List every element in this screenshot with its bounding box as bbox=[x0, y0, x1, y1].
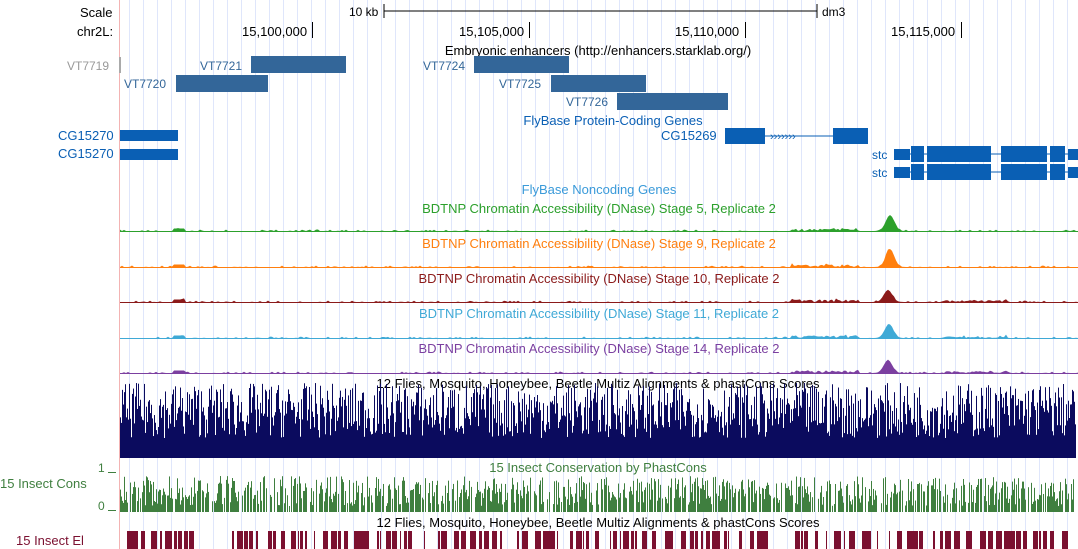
insect-cons-track[interactable]: 15 Insect Conservation by PhastCons 15 I… bbox=[0, 460, 1074, 513]
enhancers-track[interactable]: Embryonic enhancers (http://enhancers.st… bbox=[67, 43, 751, 110]
track-title: BDTNP Chromatin Accessibility (DNase) St… bbox=[419, 306, 779, 321]
dnase-signal bbox=[120, 324, 1078, 338]
insect-cons-signal bbox=[120, 476, 1074, 512]
dnase-stage5-track[interactable]: BDTNP Chromatin Accessibility (DNase) St… bbox=[120, 201, 1078, 232]
dnase-signal bbox=[120, 289, 1078, 302]
ruler-tick-label: 15,100,000 bbox=[242, 24, 307, 39]
insect-el-side-label: 15 Insect El bbox=[16, 533, 84, 548]
enhancer-label-vt7724: VT7724 bbox=[423, 59, 465, 73]
dnase-stage9-track[interactable]: BDTNP Chromatin Accessibility (DNase) St… bbox=[120, 236, 1078, 268]
enhancer-label-vt7720: VT7720 bbox=[124, 77, 166, 91]
track-title: BDTNP Chromatin Accessibility (DNase) St… bbox=[418, 271, 779, 286]
track-title: BDTNP Chromatin Accessibility (DNase) St… bbox=[422, 236, 776, 251]
dnase-stage14-track[interactable]: BDTNP Chromatin Accessibility (DNase) St… bbox=[120, 341, 1078, 374]
enhancer-vt7726[interactable] bbox=[617, 93, 728, 110]
chrom-label: chr2L: bbox=[77, 24, 113, 39]
ruler-tick-label: 15,105,000 bbox=[459, 24, 524, 39]
enhancer-label-vt7726: VT7726 bbox=[566, 95, 608, 109]
scale-bar-label: 10 kb bbox=[349, 5, 379, 19]
gene-label-stc: stc bbox=[872, 166, 887, 180]
gene-cg15270-b[interactable] bbox=[120, 149, 178, 160]
axis-min-label: 0 bbox=[98, 499, 105, 513]
gene-stc-a[interactable] bbox=[894, 146, 1078, 162]
track-title: BDTNP Chromatin Accessibility (DNase) St… bbox=[422, 201, 776, 216]
axis-max-label: 1 bbox=[98, 461, 105, 475]
gene-label-cg15270: CG15270 bbox=[58, 128, 114, 143]
gene-cg15269[interactable]: ››››››› bbox=[725, 128, 868, 144]
track-title: 12 Flies, Mosquito, Honeybee, Beetle Mul… bbox=[377, 376, 820, 391]
gene-stc-b[interactable] bbox=[894, 164, 1078, 180]
track-title: FlyBase Protein-Coding Genes bbox=[523, 113, 703, 128]
enhancer-vt7724[interactable] bbox=[474, 56, 569, 73]
track-title: 12 Flies, Mosquito, Honeybee, Beetle Mul… bbox=[377, 515, 820, 530]
track-title: Embryonic enhancers (http://enhancers.st… bbox=[445, 43, 751, 58]
insect-cons-side-label: 15 Insect Cons bbox=[0, 476, 87, 491]
assembly-label: dm3 bbox=[822, 5, 846, 19]
enhancer-label-vt7721: VT7721 bbox=[200, 59, 242, 73]
enhancer-vt7719[interactable] bbox=[119, 57, 121, 73]
gene-label-stc: stc bbox=[872, 148, 887, 162]
scale-bar bbox=[383, 4, 818, 18]
dnase-signal bbox=[120, 359, 1078, 373]
protein-coding-genes-track[interactable]: FlyBase Protein-Coding Genes CG15270 CG1… bbox=[58, 113, 1078, 180]
dnase-signal bbox=[120, 215, 1078, 231]
enhancer-vt7721[interactable] bbox=[251, 56, 346, 73]
track-title: 15 Insect Conservation by PhastCons bbox=[489, 460, 707, 475]
enhancer-label-vt7719: VT7719 bbox=[67, 59, 109, 73]
dnase-stage10-track[interactable]: BDTNP Chromatin Accessibility (DNase) St… bbox=[120, 271, 1078, 303]
multiz-signal bbox=[120, 383, 1076, 458]
scale-label: Scale bbox=[80, 5, 113, 20]
noncoding-genes-title: FlyBase Noncoding Genes bbox=[522, 182, 677, 197]
multiz-track[interactable]: 12 Flies, Mosquito, Honeybee, Beetle Mul… bbox=[120, 376, 1076, 458]
dnase-signal bbox=[120, 249, 1078, 267]
gene-label-cg15269: CG15269 bbox=[661, 128, 717, 143]
enhancer-vt7725[interactable] bbox=[551, 75, 646, 92]
ruler-tick-label: 15,115,000 bbox=[891, 24, 955, 39]
dnase-stage11-track[interactable]: BDTNP Chromatin Accessibility (DNase) St… bbox=[120, 306, 1078, 339]
insect-el-signal bbox=[127, 531, 1068, 549]
gene-cg15270-a[interactable] bbox=[120, 130, 178, 141]
track-title: BDTNP Chromatin Accessibility (DNase) St… bbox=[418, 341, 779, 356]
enhancer-vt7720[interactable] bbox=[176, 75, 268, 92]
insect-el-track[interactable]: 12 Flies, Mosquito, Honeybee, Beetle Mul… bbox=[16, 515, 1068, 549]
enhancer-label-vt7725: VT7725 bbox=[499, 77, 541, 91]
ruler-tick-label: 15,110,000 bbox=[675, 24, 739, 39]
gene-label-cg15270: CG15270 bbox=[58, 146, 114, 161]
svg-text:›››››››: ››››››› bbox=[770, 131, 796, 143]
ruler-ticks: 15,100,000 15,105,000 15,110,000 15,115,… bbox=[242, 22, 962, 39]
